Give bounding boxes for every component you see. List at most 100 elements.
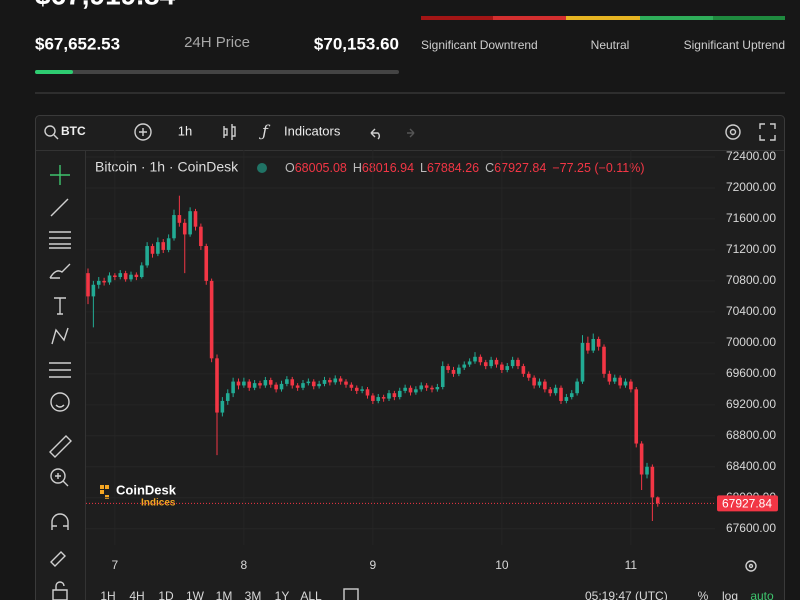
candle-body	[118, 273, 123, 278]
candle-body	[322, 380, 327, 384]
chart-style[interactable]	[223, 124, 236, 140]
candle-body	[107, 275, 112, 283]
scale-option[interactable]: %	[698, 589, 709, 600]
ruler-tool[interactable]	[49, 435, 72, 458]
range-button[interactable]: 1H	[100, 589, 115, 600]
symbol[interactable]: BTC	[61, 124, 86, 138]
candle-body	[607, 373, 612, 382]
lock-draw-tool[interactable]	[50, 551, 66, 567]
y-tick-label: 72400.00	[726, 149, 776, 163]
scale-option[interactable]: auto	[750, 589, 774, 600]
y-tick-label: 69600.00	[726, 366, 776, 380]
candle-body	[328, 380, 332, 383]
candle-body	[623, 381, 628, 386]
candle-body	[462, 364, 467, 368]
add-compare[interactable]	[134, 123, 152, 141]
sentiment-segment	[640, 16, 713, 20]
undo[interactable]	[370, 128, 380, 140]
y-tick-label: 71200.00	[726, 242, 776, 256]
candle-body	[430, 387, 434, 390]
trend-line-tool[interactable]	[50, 198, 69, 217]
candle-body	[242, 381, 246, 386]
candle-body	[306, 381, 311, 384]
candle-body	[596, 338, 601, 347]
candle-body	[435, 387, 440, 390]
scale-option[interactable]: log	[722, 589, 738, 600]
candle-body	[274, 384, 278, 390]
candle-body	[483, 362, 488, 367]
logo-square	[100, 485, 104, 489]
candle-body	[317, 383, 321, 387]
candle-body	[451, 369, 456, 374]
interval[interactable]: 1h	[178, 123, 192, 138]
ohlc-key: H	[353, 161, 362, 175]
range-button[interactable]: 1W	[186, 589, 205, 600]
lock-tool[interactable]	[52, 581, 68, 600]
range-button[interactable]: 3M	[245, 589, 262, 600]
change: −77.25 (−0.11%)	[552, 161, 644, 175]
sentiment-segment	[421, 16, 493, 20]
candle-body	[580, 342, 585, 382]
candle-body	[215, 358, 219, 413]
settings[interactable]	[725, 124, 741, 140]
crosshair-tool[interactable]	[50, 165, 70, 185]
candle-body	[199, 226, 203, 247]
candle-body	[500, 364, 504, 370]
candle-body	[494, 359, 499, 365]
candle-body	[113, 275, 117, 278]
x-tick-label: 7	[112, 558, 119, 572]
pattern-tool[interactable]	[51, 327, 69, 345]
range-track	[35, 70, 399, 74]
candle-body	[182, 222, 187, 235]
range-button[interactable]: 1M	[216, 589, 233, 600]
ohlc-key: C	[485, 161, 494, 175]
axis-settings[interactable]	[745, 560, 757, 572]
candle-body	[602, 346, 606, 374]
fullscreen[interactable]	[759, 123, 776, 141]
candle-body	[559, 387, 563, 401]
range-button[interactable]: 1D	[158, 589, 174, 600]
candle-body	[414, 389, 418, 393]
range-button[interactable]: 4H	[129, 589, 144, 600]
candle-body	[290, 379, 295, 386]
ohlc-legend: O68005.08 H68016.94 L67884.26 C67927.84 −77.…	[285, 161, 645, 175]
text-tool[interactable]	[54, 297, 66, 315]
candle-body	[360, 389, 364, 391]
candle-body	[510, 359, 515, 367]
candle-body	[397, 390, 402, 398]
ohlc-value: 68005.08	[295, 161, 347, 175]
candle-body	[564, 397, 569, 401]
magnet-tool[interactable]	[51, 513, 69, 530]
emoji-tool[interactable]	[50, 392, 70, 412]
candle-body	[220, 400, 225, 413]
candle-body	[371, 395, 375, 401]
ohlc-value: 67927.84	[494, 161, 546, 175]
candle-body	[478, 356, 483, 363]
prediction-tool[interactable]	[49, 362, 71, 378]
current-price: $67,919.84	[35, 0, 176, 10]
candle-body	[247, 381, 252, 388]
redo[interactable]	[407, 128, 415, 138]
ohlc-key: O	[285, 161, 295, 175]
candle-body	[639, 443, 644, 475]
sentiment-segment	[713, 16, 785, 20]
zoom-tool[interactable]	[50, 468, 69, 487]
symbol-search[interactable]: BTC	[44, 124, 86, 140]
candle-body	[408, 387, 413, 393]
range-button[interactable]: ALL	[300, 589, 322, 600]
range-button[interactable]: 1Y	[275, 589, 290, 600]
candle-body	[467, 361, 472, 365]
candle-body	[376, 397, 381, 401]
fib-tool[interactable]	[49, 231, 71, 249]
candle-body	[575, 381, 579, 394]
candle-body	[344, 381, 348, 385]
x-tick-label: 11	[625, 558, 638, 572]
candle-body	[231, 381, 235, 394]
candle-body	[161, 242, 166, 250]
brush-tool[interactable]	[49, 263, 71, 279]
candle-body	[591, 338, 596, 351]
candle-body	[263, 380, 268, 386]
calendar[interactable]	[343, 588, 359, 600]
indicators[interactable]: Indicators	[284, 123, 341, 138]
